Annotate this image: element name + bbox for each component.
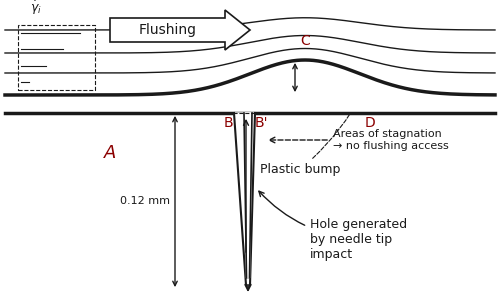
- Text: 0.12 mm: 0.12 mm: [120, 197, 170, 206]
- Text: Hole generated
by needle tip
impact: Hole generated by needle tip impact: [259, 191, 407, 261]
- Text: 0.02 mm: 0.02 mm: [300, 72, 350, 83]
- Text: D: D: [365, 116, 376, 130]
- Polygon shape: [234, 113, 255, 285]
- Text: C: C: [300, 34, 310, 48]
- Text: A: A: [104, 144, 116, 162]
- Polygon shape: [244, 113, 252, 278]
- Text: Areas of stagnation
→ no flushing access: Areas of stagnation → no flushing access: [333, 129, 449, 151]
- Text: B: B: [224, 116, 233, 130]
- Text: $\dot{\gamma}_i$: $\dot{\gamma}_i$: [30, 0, 42, 17]
- Bar: [18, 25, 95, 90]
- Text: Plastic bump: Plastic bump: [260, 95, 361, 176]
- Text: Flushing: Flushing: [138, 23, 196, 37]
- Text: B': B': [255, 116, 268, 130]
- Polygon shape: [110, 10, 250, 50]
